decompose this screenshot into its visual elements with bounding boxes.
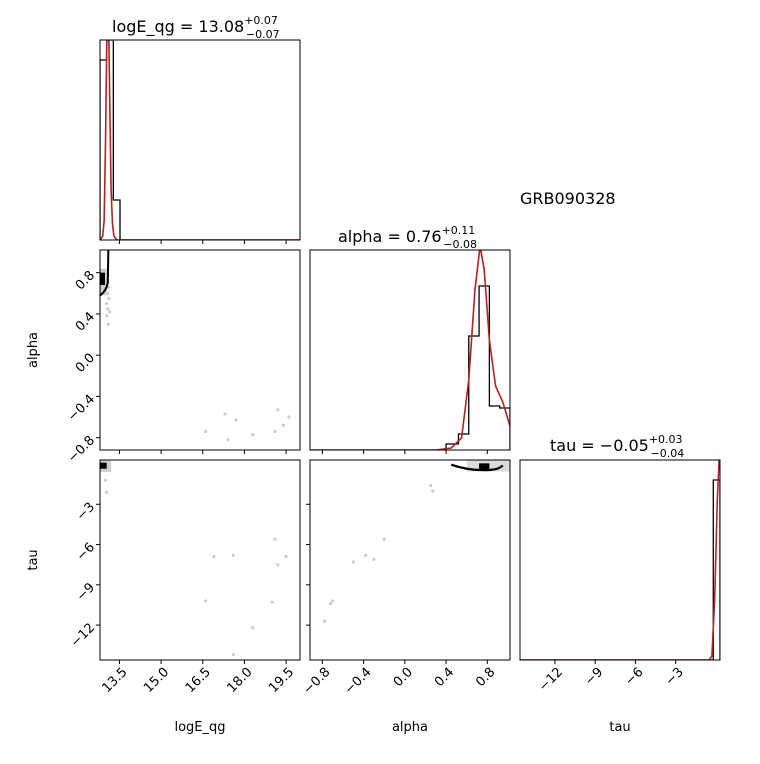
- scatter-alpha-logE-qg-clip-group: [100, 250, 291, 442]
- scatter-alpha-logE-qg-point-10: [203, 429, 208, 434]
- title-tau-plus: +0.03: [649, 433, 683, 446]
- panel-frame-11: [309, 249, 511, 451]
- hist-clip-group-tau: [520, 460, 720, 660]
- scatter-tau-logE-qg-point-0: [103, 478, 108, 482]
- scatter-alpha-logE-qg-point-13: [226, 438, 230, 442]
- scatter-alpha-logE-qg-point-5: [104, 302, 108, 306]
- panel-logE-qg-histogram: [99, 39, 301, 244]
- xlabel-alpha: alpha: [392, 720, 428, 735]
- hist-clip-group-alpha: [310, 250, 510, 450]
- scatter-tau-logE-qg-clip-group: [100, 460, 288, 657]
- scatter-tau-alpha-point-4: [364, 553, 368, 557]
- title-tau: tau = −0.05+0.03 −0.04: [550, 433, 684, 460]
- scatter-tau-logE-qg-point-7: [273, 537, 277, 541]
- title-logE-qg-base: logE_qg = 13.08: [112, 17, 244, 37]
- scatter-alpha-logE-qg-point-14: [251, 432, 255, 437]
- scatter-alpha-logE-qg-point-8: [105, 314, 109, 318]
- scatter-tau-logE-qg-point-3: [212, 555, 216, 559]
- scatter-tau-logE-qg-point-9: [284, 555, 288, 559]
- title-alpha-minus: −0.08: [443, 238, 477, 251]
- scatter-tau-alpha-clip-group: [322, 460, 510, 623]
- contour-alpha-logE-qg: [100, 250, 110, 297]
- scatter-alpha-logE-qg-point-15: [276, 408, 280, 412]
- scatter-alpha-logE-qg-point-11: [223, 412, 227, 416]
- scatter-alpha-logE-qg-point-9: [106, 322, 110, 326]
- ylabel-tau: tau: [26, 549, 41, 570]
- title-tau-base: tau = −0.05: [550, 436, 649, 455]
- density-tau-logE-qg-core: [100, 462, 107, 469]
- scatter-tau-logE-qg-point-6: [231, 653, 235, 657]
- scatter-alpha-logE-qg-point-3: [105, 291, 110, 295]
- kde-curve-logE-qg: [100, 40, 300, 240]
- scatter-alpha-logE-qg-point-7: [108, 310, 112, 314]
- scatter-tau-logE-qg-point-1: [105, 490, 109, 494]
- histogram-logE-qg: [100, 40, 300, 240]
- scatter-tau-alpha-point-3: [351, 560, 355, 564]
- scatter-tau-alpha-point-7: [329, 602, 333, 606]
- title-logE-qg-minus: −0.07: [246, 28, 280, 41]
- density-alpha-logE-qg-core: [100, 272, 105, 286]
- scatter-tau-alpha-point-0: [429, 483, 433, 488]
- scatter-alpha-logE-qg-point-6: [106, 307, 110, 311]
- scatter-alpha-logE-qg-point-17: [281, 423, 285, 427]
- panel-frame-22: [519, 459, 721, 661]
- scatter-tau-logE-qg-point-5: [251, 626, 255, 630]
- title-alpha-base: alpha = 0.76: [338, 227, 442, 246]
- hist-clip-group-logE-qg: [100, 40, 300, 240]
- panel-frame-00: [99, 39, 301, 241]
- scatter-tau-logE-qg-point-2: [203, 599, 208, 603]
- scatter-tau-alpha-point-5: [372, 557, 376, 561]
- scatter-alpha-logE-qg-point-16: [287, 415, 291, 419]
- scatter-tau-alpha-point-6: [331, 599, 335, 603]
- title-logE-qg: logE_qg = 13.08+0.07 −0.07: [112, 14, 280, 41]
- scatter-tau-alpha-point-2: [382, 537, 386, 541]
- scatter-tau-logE-qg-point-8: [276, 563, 280, 567]
- xlabel-tau: tau: [609, 720, 630, 735]
- kde-curve-tau: [520, 460, 720, 660]
- scatter-alpha-logE-qg-point-18: [273, 429, 277, 434]
- scatter-alpha-logE-qg-point-12: [234, 418, 238, 422]
- title-logE-qg-plus: +0.07: [244, 14, 278, 27]
- panel-frame-20: [99, 459, 301, 661]
- scatter-tau-logE-qg-point-10: [270, 600, 274, 604]
- panel-alpha-histogram: [309, 249, 511, 454]
- panel-frame-21: [309, 459, 511, 661]
- title-tau-minus: −0.04: [651, 447, 685, 460]
- scatter-tau-alpha-point-8: [322, 619, 327, 623]
- histogram-alpha: [445, 285, 510, 450]
- xlabel-logE-qg: logE_qg: [174, 720, 225, 735]
- ylabel-alpha: alpha: [26, 332, 41, 368]
- title-alpha-plus: +0.11: [442, 224, 476, 237]
- title-alpha: alpha = 0.76+0.11 −0.08: [338, 224, 477, 251]
- density-tau-alpha-core: [479, 463, 490, 470]
- panel-frame-10: [99, 249, 301, 451]
- scatter-tau-alpha-point-1: [431, 489, 435, 493]
- grb-annotation: GRB090328: [520, 189, 616, 208]
- histogram-tau: [520, 479, 720, 660]
- kde-curve-alpha: [310, 250, 510, 450]
- contour-tau-alpha: [450, 463, 504, 472]
- scatter-alpha-logE-qg-point-4: [107, 296, 111, 301]
- scatter-tau-logE-qg-point-4: [231, 553, 235, 557]
